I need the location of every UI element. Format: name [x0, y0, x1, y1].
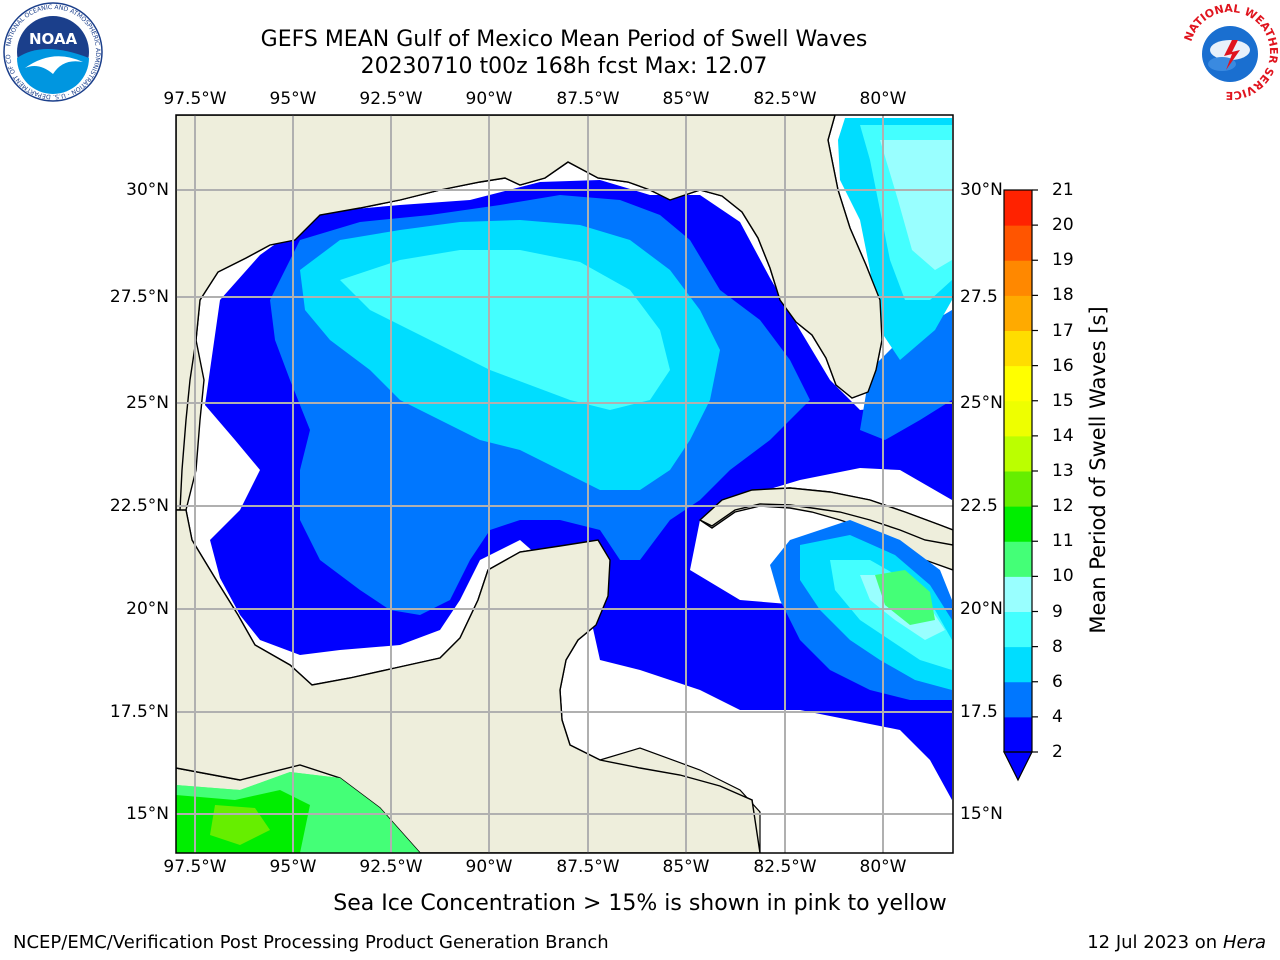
lon-label-bottom: 90°W	[465, 857, 513, 877]
colorbar-segment	[1004, 471, 1032, 507]
lat-label-right: 30°N	[960, 180, 1003, 200]
colorbar-segment	[1004, 716, 1032, 753]
lon-label-top: 97.5°W	[163, 89, 227, 109]
lon-label-bottom: 92.5°W	[359, 857, 423, 877]
lat-label-left: 27.5°N	[109, 287, 169, 307]
lon-label-top: 92.5°W	[359, 89, 423, 109]
lat-label-right: 20°N	[960, 599, 1003, 619]
colorbar-segment	[1004, 435, 1032, 472]
lon-label-top: 90°W	[465, 89, 513, 109]
colorbar-segment	[1004, 365, 1032, 402]
credit-text: NCEP/EMC/Verification Post Processing Pr…	[13, 932, 609, 953]
lat-label-left: 15°N	[126, 804, 169, 824]
colorbar-tick-label: 18	[1052, 285, 1074, 306]
colorbar-segment	[1004, 646, 1032, 683]
noaa-logo-icon: NATIONAL OCEANIC AND ATMOSPHERIC ADMINIS…	[3, 2, 103, 102]
lon-label-bottom: 80°W	[859, 857, 907, 877]
colorbar-tick-label: 2	[1052, 742, 1063, 762]
lon-label-top: 87.5°W	[556, 89, 620, 109]
lon-label-bottom: 82.5°W	[753, 857, 817, 877]
colorbar-tick-label: 4	[1052, 706, 1063, 727]
lon-label-bottom: 85°W	[662, 857, 710, 877]
colorbar-tick-label: 9	[1052, 601, 1063, 622]
colorbar-tick-label: 19	[1052, 250, 1074, 271]
lat-label-right: 25°N	[960, 393, 1003, 413]
colorbar-segment	[1004, 225, 1032, 261]
nws-logo-icon: NATIONAL WEATHER SERVICE	[1182, 2, 1280, 102]
colorbar-segment	[1004, 190, 1032, 226]
colorbar-tick-label: 15	[1052, 390, 1074, 411]
colorbar-tick-label: 8	[1052, 636, 1063, 657]
colorbar-segment	[1004, 260, 1032, 296]
colorbar-tick-label: 17	[1052, 320, 1074, 341]
colorbar-segment	[1004, 541, 1032, 577]
lat-label-left: 25°N	[126, 393, 169, 413]
colorbar-segment	[1004, 681, 1032, 718]
colorbar-segment	[1004, 330, 1032, 367]
lon-label-bottom: 95°W	[269, 857, 317, 877]
lat-label-right: 17.5	[960, 702, 998, 722]
colorbar-tick-label: 11	[1052, 531, 1074, 552]
colorbar-segment	[1004, 295, 1032, 331]
colorbar-extend-arrow	[1003, 751, 1033, 782]
colorbar	[1003, 189, 1038, 782]
colorbar-segment	[1004, 400, 1032, 437]
map-frame	[175, 114, 954, 854]
colorbar-segment	[1004, 576, 1032, 612]
lat-label-left: 30°N	[126, 180, 169, 200]
lat-label-left: 20°N	[126, 599, 169, 619]
date-stamp: 12 Jul 2023 on Hera	[1087, 932, 1266, 953]
lon-label-top: 82.5°W	[753, 89, 817, 109]
sea-ice-note: Sea Ice Concentration > 15% is shown in …	[333, 891, 947, 916]
colorbar-segment	[1004, 611, 1032, 648]
colorbar-tick-label: 16	[1052, 355, 1074, 376]
colorbar-segment	[1004, 506, 1032, 542]
colorbar-tick-label: 12	[1052, 496, 1074, 517]
colorbar-tick-label: 13	[1052, 461, 1074, 481]
colorbar-tick-label: 14	[1052, 425, 1074, 446]
colorbar-tick-label: 10	[1052, 566, 1074, 587]
svg-text:NOAA: NOAA	[29, 30, 78, 48]
lat-label-left: 17.5°N	[109, 702, 169, 722]
lon-label-bottom: 97.5°W	[163, 857, 227, 877]
colorbar-title: Mean Period of Swell Waves [s]	[1086, 306, 1110, 634]
lat-label-right: 15°N	[960, 804, 1003, 824]
graticule	[176, 115, 953, 853]
lat-label-right: 27.5	[960, 287, 998, 307]
land-cuba-overlay	[698, 487, 953, 546]
lon-label-top: 80°W	[859, 89, 907, 109]
lon-label-top: 95°W	[269, 89, 317, 109]
lon-label-top: 85°W	[662, 89, 710, 109]
lon-label-bottom: 87.5°W	[556, 857, 620, 877]
colorbar-tick-label: 6	[1052, 671, 1063, 692]
map-title: GEFS MEAN Gulf of Mexico Mean Period of …	[260, 27, 868, 52]
lat-label-right: 22.5	[960, 496, 998, 516]
colorbar-tick-label: 20	[1052, 215, 1074, 236]
map-subtitle: 20230710 t00z 168h fcst Max: 12.07	[360, 54, 768, 79]
lat-label-left: 22.5°N	[109, 496, 169, 516]
land-north-overlay	[176, 115, 883, 511]
colorbar-tick-label: 21	[1052, 180, 1074, 200]
